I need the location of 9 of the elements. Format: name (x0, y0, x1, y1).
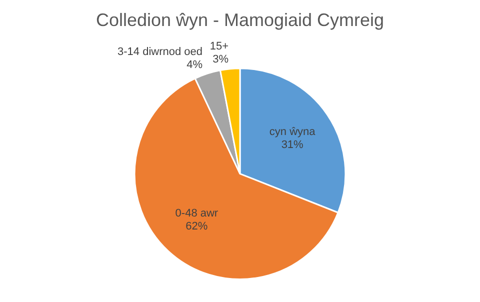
data-label: 62% (186, 220, 208, 232)
data-label: 31% (281, 138, 304, 151)
slice-label: 0-48 awr (175, 207, 218, 220)
slice-label: cyn ŵyna (269, 126, 316, 138)
chart-title: Colledion ŵyn - Mamogiaid Cymreig (96, 10, 384, 30)
data-label: 4% (186, 59, 203, 71)
slice-label: 3-14 diwrnod oed (118, 46, 203, 58)
slice-label: 15+ (210, 40, 229, 53)
data-label: 3% (212, 54, 229, 66)
